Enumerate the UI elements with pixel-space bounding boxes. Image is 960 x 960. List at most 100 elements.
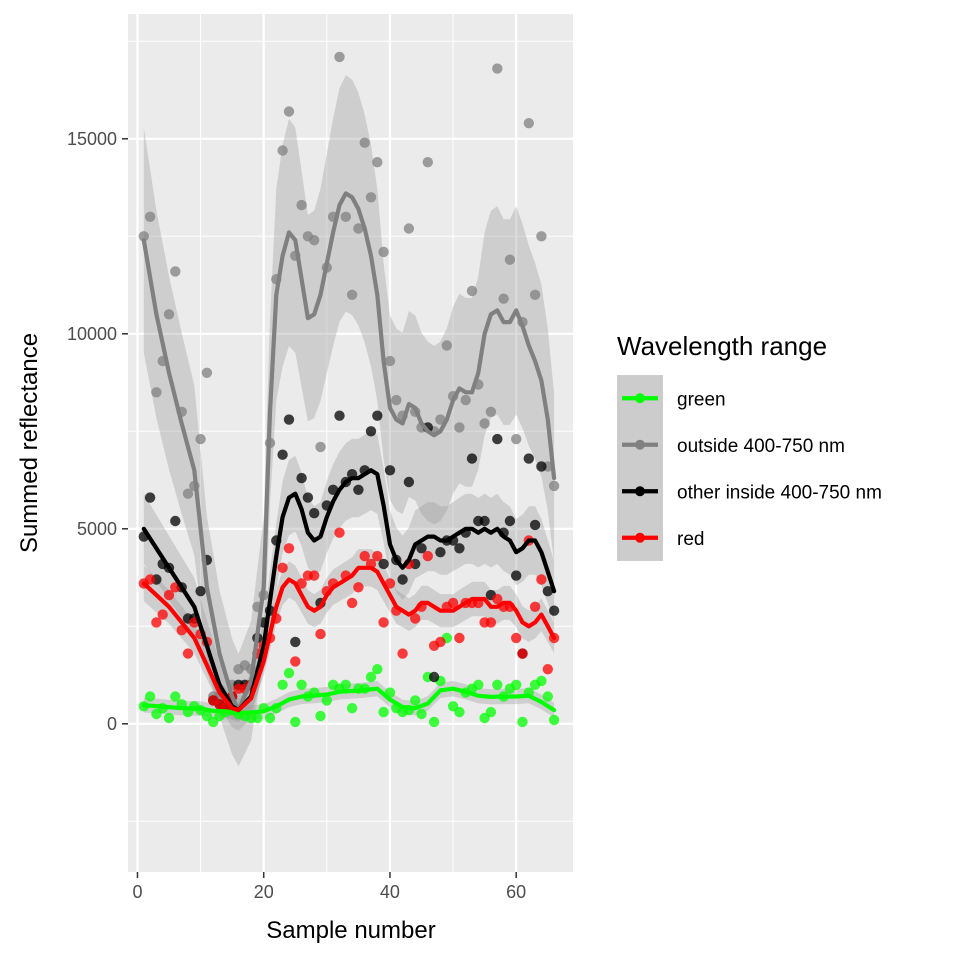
data-point: [283, 543, 295, 554]
x-tick-label: 0: [132, 882, 142, 902]
data-point: [277, 679, 288, 690]
data-point: [182, 488, 194, 499]
data-point: [428, 671, 440, 683]
data-point: [163, 712, 175, 724]
data-point: [283, 106, 295, 117]
data-point: [151, 387, 162, 398]
data-point: [435, 547, 446, 558]
data-point: [435, 636, 446, 648]
data-point: [517, 648, 528, 659]
data-point: [492, 433, 503, 445]
data-point: [466, 453, 478, 464]
data-point: [290, 656, 301, 667]
axes: 0 20 40 60 0 5000 10000 15000: [67, 129, 526, 902]
data-point: [359, 550, 370, 562]
data-point: [144, 574, 156, 585]
data-point: [277, 449, 288, 460]
data-point: [340, 679, 351, 690]
data-point: [334, 51, 345, 63]
data-point: [290, 636, 301, 648]
data-point: [485, 406, 497, 417]
data-point: [523, 118, 534, 129]
data-point: [277, 562, 288, 573]
data-point: [511, 570, 522, 581]
ribbon-3: [143, 549, 555, 722]
data-point: [302, 492, 314, 503]
data-point: [359, 137, 370, 148]
data-point: [492, 63, 503, 74]
legend-title: Wavelength range: [617, 331, 827, 361]
data-point: [485, 617, 497, 628]
x-tick-label: 20: [254, 882, 274, 902]
data-point: [447, 597, 459, 609]
y-tick-label: 0: [107, 714, 117, 734]
data-point: [346, 703, 358, 714]
data-point: [536, 461, 547, 472]
data-point: [309, 570, 320, 581]
data-point: [542, 691, 553, 702]
data-point: [422, 157, 433, 168]
data-point: [157, 609, 168, 620]
data-point: [296, 199, 307, 211]
y-tick-label: 15000: [67, 129, 117, 149]
data-point: [296, 679, 307, 690]
data-point: [163, 309, 175, 320]
data-point: [296, 472, 307, 484]
legend-key-background: [617, 375, 663, 561]
data-point: [144, 211, 156, 222]
data-point: [536, 675, 547, 687]
data-point: [504, 254, 516, 265]
data-point: [422, 550, 433, 562]
data-point: [485, 706, 497, 718]
data-point: [454, 706, 465, 718]
data-point: [372, 664, 383, 675]
data-point: [542, 586, 553, 597]
data-point: [151, 617, 162, 628]
data-point: [378, 246, 389, 258]
data-point: [410, 613, 421, 624]
data-point: [144, 691, 156, 702]
data-point: [410, 695, 421, 706]
x-tick-label: 40: [380, 882, 400, 902]
data-point: [529, 601, 541, 612]
data-point: [264, 712, 276, 724]
data-point: [378, 706, 389, 718]
data-point: [498, 293, 509, 304]
data-point: [170, 515, 181, 527]
data-point: [416, 708, 427, 720]
data-point: [365, 192, 377, 203]
data-point: [391, 394, 402, 406]
ribbon-2: [143, 430, 555, 731]
data-point: [252, 712, 263, 724]
data-point: [460, 394, 471, 406]
data-point: [309, 508, 320, 519]
legend-label: other inside 400-750 nm: [677, 482, 882, 503]
data-point: [397, 648, 408, 659]
data-point: [283, 414, 295, 425]
x-tick-label: 60: [506, 882, 526, 902]
data-point: [511, 433, 522, 445]
legend-key-point: [635, 439, 645, 450]
data-point: [536, 574, 547, 585]
x-axis-title: Sample number: [266, 917, 435, 944]
data-point: [416, 543, 427, 554]
data-point: [372, 550, 383, 562]
data-point: [397, 574, 408, 585]
data-point: [403, 223, 415, 234]
data-point: [529, 289, 541, 300]
data-point: [372, 410, 383, 421]
legend-label: outside 400-750 nm: [677, 436, 845, 457]
data-point: [511, 679, 522, 690]
data-point: [315, 628, 326, 640]
data-point: [504, 515, 516, 527]
data-point: [365, 671, 377, 683]
data-point: [334, 410, 345, 421]
data-point: [315, 441, 326, 453]
data-point: [340, 211, 351, 222]
data-point: [290, 716, 301, 728]
data-point: [201, 367, 213, 378]
data-point: [321, 695, 332, 706]
data-point: [523, 453, 534, 464]
data-point: [403, 476, 415, 488]
data-point: [353, 223, 364, 234]
